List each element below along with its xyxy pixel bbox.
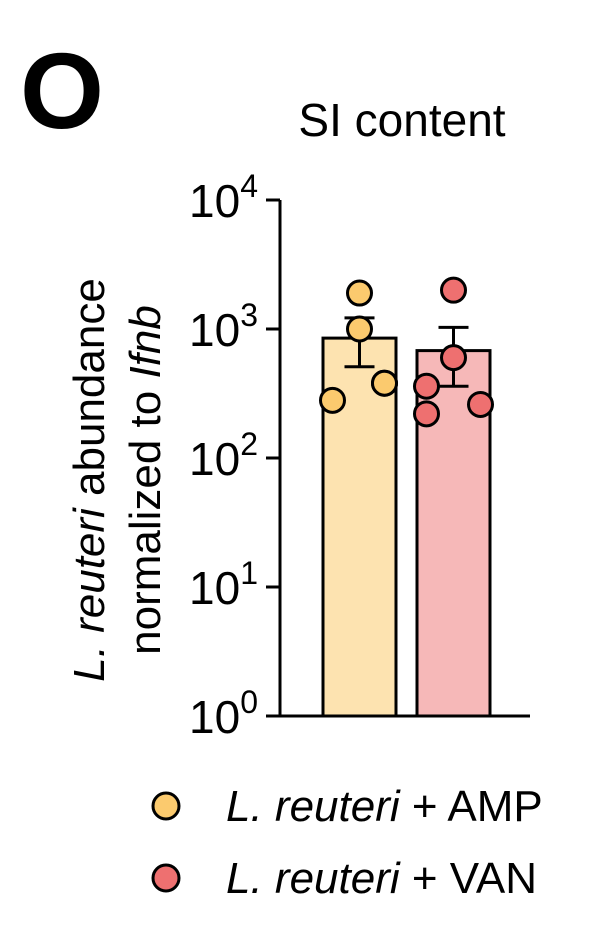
y-tick-exponent: 2 [240, 426, 258, 462]
y-label-normalized: normalized to [121, 379, 170, 655]
legend-marker [151, 791, 181, 821]
y-tick-label: 102 [189, 426, 258, 485]
y-tick-exponent: 3 [240, 297, 258, 333]
chart-title: SI content [298, 94, 505, 146]
legend-treatment: + VAN [400, 854, 537, 903]
panel-label: O [20, 30, 104, 151]
y-tick-exponent: 0 [240, 684, 258, 720]
svg-text:L. reuteri abundance: L. reuteri abundance [65, 278, 114, 682]
data-point [319, 386, 346, 414]
legend-marker [151, 863, 181, 893]
y-tick-base: 10 [189, 691, 240, 743]
y-tick-label: 103 [189, 297, 258, 356]
legend-entry: L. reuteri + VAN [226, 854, 537, 903]
y-tick-base: 10 [189, 433, 240, 485]
y-tick-exponent: 4 [240, 168, 258, 204]
y-label-organism: L. reuteri [65, 507, 114, 682]
data-point [440, 276, 467, 304]
data-point [440, 344, 467, 372]
y-label-measure: abundance [65, 278, 114, 508]
legend-organism: L. reuteri [226, 854, 401, 903]
bars [319, 276, 494, 718]
legend-treatment: + AMP [400, 782, 543, 831]
y-tick-base: 10 [189, 175, 240, 227]
y-tick-exponent: 1 [240, 555, 258, 591]
data-point [346, 279, 373, 307]
y-tick-label: 104 [189, 168, 258, 227]
y-axis-label: L. reuteri abundance normalized to Ifnb [65, 278, 170, 682]
data-point [346, 315, 373, 343]
y-tick-label: 100 [189, 684, 258, 743]
y-label-gene: Ifnb [121, 305, 170, 378]
data-point [413, 400, 440, 428]
y-tick-base: 10 [189, 304, 240, 356]
svg-text:normalized to Ifnb: normalized to Ifnb [121, 305, 170, 655]
data-point [467, 390, 494, 418]
y-tick-base: 10 [189, 562, 240, 614]
data-point [413, 372, 440, 400]
y-tick-label: 101 [189, 555, 258, 614]
legend-entry: L. reuteri + AMP [226, 782, 543, 831]
legend-organism: L. reuteri [226, 782, 401, 831]
data-point [371, 369, 398, 397]
